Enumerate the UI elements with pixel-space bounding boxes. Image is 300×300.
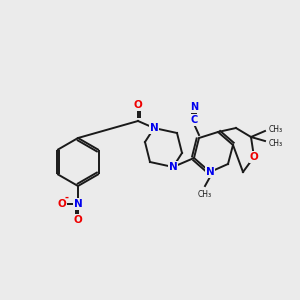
Text: CH₃: CH₃ — [269, 124, 283, 134]
Text: O: O — [250, 152, 258, 162]
Text: N: N — [169, 162, 177, 172]
Text: N: N — [206, 167, 214, 177]
Text: CH₃: CH₃ — [198, 190, 212, 199]
Text: O: O — [58, 199, 66, 209]
Text: N: N — [190, 102, 198, 112]
Text: C: C — [190, 115, 198, 125]
Text: CH₃: CH₃ — [269, 139, 283, 148]
Text: O: O — [74, 215, 82, 225]
Text: N: N — [74, 199, 82, 209]
Text: O: O — [134, 100, 142, 110]
Text: N: N — [150, 123, 158, 133]
Text: -: - — [64, 193, 68, 203]
